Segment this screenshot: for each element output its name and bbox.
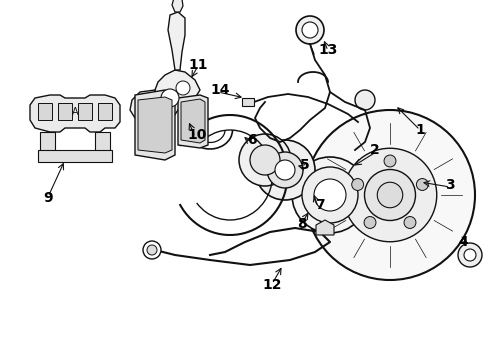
Circle shape <box>365 170 416 220</box>
Polygon shape <box>138 97 172 153</box>
Polygon shape <box>38 103 52 120</box>
Text: 4: 4 <box>458 235 468 249</box>
Circle shape <box>296 16 324 44</box>
Polygon shape <box>30 95 120 132</box>
Text: 6: 6 <box>247 133 257 147</box>
Text: 14: 14 <box>210 83 230 97</box>
Text: 3: 3 <box>445 178 455 192</box>
Polygon shape <box>316 220 334 235</box>
Circle shape <box>305 110 475 280</box>
Circle shape <box>384 155 396 167</box>
Circle shape <box>250 145 280 175</box>
Polygon shape <box>242 98 254 106</box>
Circle shape <box>377 182 403 208</box>
Circle shape <box>161 89 179 107</box>
Circle shape <box>176 81 190 95</box>
Polygon shape <box>98 103 112 120</box>
Circle shape <box>416 179 428 190</box>
Text: A: A <box>72 107 78 117</box>
Text: 11: 11 <box>188 58 208 72</box>
Circle shape <box>255 140 315 200</box>
Circle shape <box>364 217 376 229</box>
Circle shape <box>275 160 295 180</box>
Circle shape <box>458 243 482 267</box>
Circle shape <box>404 217 416 229</box>
Text: 13: 13 <box>318 43 338 57</box>
Text: 2: 2 <box>370 143 380 157</box>
Polygon shape <box>130 90 158 120</box>
Polygon shape <box>172 0 183 12</box>
Polygon shape <box>38 150 112 162</box>
Circle shape <box>292 157 368 233</box>
Text: 1: 1 <box>415 123 425 137</box>
Text: 12: 12 <box>262 278 282 292</box>
Polygon shape <box>150 70 200 125</box>
Circle shape <box>147 245 157 255</box>
Text: 9: 9 <box>43 191 53 205</box>
Polygon shape <box>58 103 72 120</box>
Polygon shape <box>178 95 208 148</box>
Text: 10: 10 <box>187 128 207 142</box>
Polygon shape <box>135 90 175 160</box>
Polygon shape <box>40 132 55 152</box>
Circle shape <box>352 179 364 190</box>
Polygon shape <box>78 103 92 120</box>
Circle shape <box>464 249 476 261</box>
Circle shape <box>302 167 358 223</box>
Polygon shape <box>95 132 110 152</box>
Circle shape <box>239 134 291 186</box>
Text: 7: 7 <box>315 198 325 212</box>
Circle shape <box>143 241 161 259</box>
Text: 8: 8 <box>297 217 307 231</box>
Polygon shape <box>181 99 205 143</box>
Polygon shape <box>168 12 185 70</box>
Circle shape <box>314 179 346 211</box>
Circle shape <box>343 148 437 242</box>
Circle shape <box>302 22 318 38</box>
Circle shape <box>355 90 375 110</box>
Circle shape <box>267 152 303 188</box>
Text: 5: 5 <box>300 158 310 172</box>
